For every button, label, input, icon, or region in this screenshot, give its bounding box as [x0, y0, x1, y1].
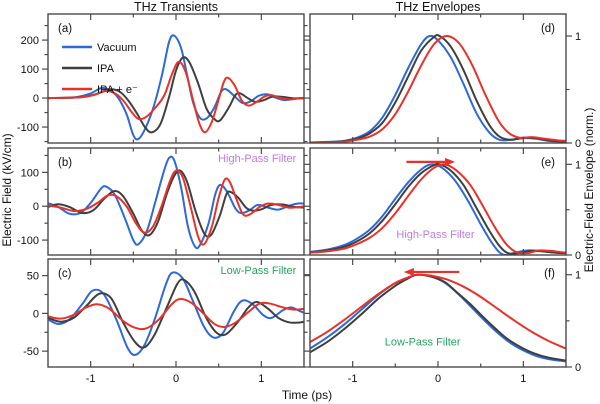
left-column-title: THz Transients	[134, 0, 218, 14]
highpass-filter-label: High-Pass Filter	[396, 229, 475, 241]
y-tick-label: 1	[575, 31, 581, 43]
legend-label-ipa_e: IPA + e⁻	[97, 84, 138, 96]
panel-letter: (b)	[58, 157, 72, 169]
series-line-ipa_e	[310, 163, 566, 255]
y-tick-label: 200	[21, 35, 39, 47]
legend-label-vacuum: Vacuum	[97, 42, 137, 54]
y-tick-label: 50	[27, 271, 39, 283]
series-line-ipa	[48, 278, 304, 349]
y-tick-label: 0	[33, 308, 39, 320]
panel-letter: (c)	[58, 268, 72, 280]
panel-border	[47, 13, 305, 144]
series-line-vacuum	[310, 163, 566, 255]
lowpass-filter-label: Low-Pass Filter	[385, 336, 461, 348]
right-column-title: THz Envelopes	[396, 0, 481, 14]
panel-letter: (f)	[544, 268, 555, 280]
highpass-filter-label: High-Pass Filter	[218, 153, 297, 165]
x-tick-label: 1	[520, 373, 526, 385]
series-line-ipa	[310, 273, 566, 362]
series-line-ipa_e	[48, 298, 304, 331]
y-tick-label: 0	[575, 138, 581, 150]
y-tick-label: 1	[575, 270, 581, 282]
y-axis-label-left: Electric Field (kV/cm)	[0, 133, 14, 246]
series-line-ipa_e	[48, 60, 304, 134]
panel-border	[309, 13, 567, 144]
panel-b: 100 0 -100 (b) High-Pass Filter	[17, 147, 310, 256]
series-line-vacuum	[48, 34, 304, 141]
panel-c: -1 0 1 50 0 -50 (c) Low-Pass Filter	[23, 258, 310, 385]
shift-arrow-head	[403, 267, 414, 276]
x-tick-label: -1	[348, 373, 358, 385]
series-line-ipa	[310, 162, 566, 255]
y-tick-label: 1	[575, 159, 581, 171]
y-tick-label: -100	[17, 235, 39, 247]
y-tick-label: 0	[33, 201, 39, 213]
y-tick-label: 0	[33, 93, 39, 105]
panel-e: 1 0 (e) High-Pass Filter	[304, 147, 581, 262]
panel-letter: (d)	[541, 23, 555, 35]
series-line-ipa_e	[310, 273, 566, 350]
y-tick-label: 100	[21, 167, 39, 179]
panel-letter: (a)	[58, 23, 72, 35]
series-line-vacuum	[310, 273, 566, 363]
panel-a: 200 100 0 -100 (a) Vacuum IPA IPA + e⁻	[17, 13, 310, 144]
panel-d: 1 0 (d)	[304, 13, 581, 150]
series-line-ipa_e	[310, 35, 566, 143]
series-line-ipa_e	[48, 169, 304, 246]
x-axis-label: Time (ps)	[282, 388, 332, 402]
x-tick-label: -1	[86, 373, 96, 385]
panel-letter: (e)	[541, 157, 555, 169]
legend-label-ipa: IPA	[97, 63, 115, 75]
series-line-ipa	[310, 34, 566, 143]
shift-arrow-head	[445, 157, 456, 166]
y-tick-label: 0	[575, 250, 581, 262]
y-tick-label: -50	[23, 346, 39, 358]
x-tick-label: 1	[258, 373, 264, 385]
y-axis-label-right: Electric-Field Envelope (norm.)	[582, 108, 596, 273]
x-tick-label: 0	[173, 373, 179, 385]
series-line-vacuum	[310, 34, 566, 143]
y-tick-label: 100	[21, 64, 39, 76]
y-tick-label: 0	[575, 362, 581, 374]
series-line-vacuum	[48, 155, 304, 250]
panel-f: -1 0 1 1 0 (f) Low-Pass Filter	[304, 258, 581, 385]
x-tick-label: 0	[435, 373, 441, 385]
lowpass-filter-label: Low-Pass Filter	[221, 265, 297, 277]
y-tick-label: -100	[17, 122, 39, 134]
